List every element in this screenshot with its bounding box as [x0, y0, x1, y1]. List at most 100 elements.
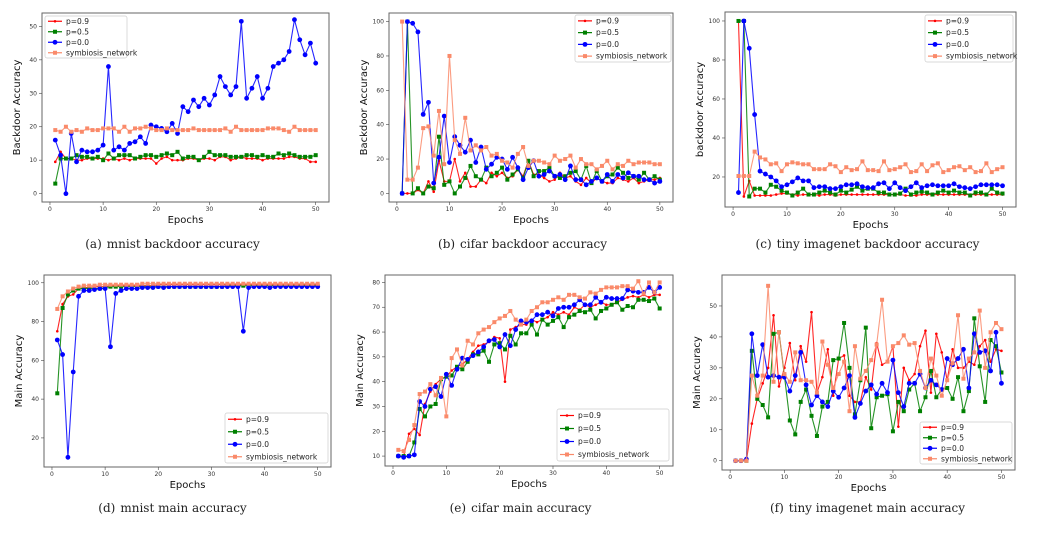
data-point [262, 281, 267, 286]
data-point [92, 283, 97, 288]
data-point [473, 160, 479, 165]
data-point [161, 281, 166, 286]
data-point [914, 169, 919, 174]
series-symbiosis-network [733, 283, 1004, 463]
series-p-0-0 [736, 18, 1005, 195]
data-point [598, 299, 604, 305]
data-point [604, 285, 609, 290]
data-point [145, 285, 151, 291]
data-point [594, 175, 600, 181]
data-point [657, 178, 663, 184]
data-point [857, 401, 863, 406]
data-point [790, 160, 795, 165]
data-point [616, 176, 620, 180]
data-point [988, 330, 993, 335]
caption-label: (b) [438, 237, 456, 251]
data-point [978, 190, 983, 195]
data-point [604, 306, 609, 311]
data-point [562, 310, 565, 314]
data-point [774, 193, 778, 196]
data-point [750, 422, 754, 425]
data-point [431, 153, 436, 158]
data-point [641, 177, 647, 183]
data-point [736, 190, 741, 195]
data-point [593, 291, 598, 296]
chart-f: 0 10 20 30 40 50 0 10 20 30 40 50 Epochs Main Accurac… [692, 274, 1016, 494]
x-axis-label: Epochs [511, 479, 547, 490]
data-point [838, 188, 843, 193]
legend-label: symbiosis_network [578, 450, 650, 459]
legend-entry: p=0.5 [48, 27, 89, 36]
data-point [127, 129, 132, 134]
x-tick-label: 0 [728, 474, 732, 481]
data-point [428, 382, 433, 387]
x-tick-label: 10 [101, 471, 109, 478]
x-tick-label: 10 [783, 211, 791, 218]
data-point [647, 280, 651, 285]
data-point [984, 161, 989, 166]
data-point [228, 154, 233, 159]
data-point [962, 168, 967, 173]
data-point [87, 283, 92, 288]
data-point [809, 379, 814, 384]
data-point [307, 40, 313, 46]
legend-entry: p=0.5 [560, 424, 601, 433]
data-point [795, 175, 801, 181]
data-point [121, 147, 127, 153]
data-point [584, 176, 588, 180]
data-point [223, 153, 228, 158]
data-point [133, 126, 138, 131]
data-point [170, 128, 175, 133]
legend-entry: p=0.5 [928, 28, 969, 37]
data-point [175, 128, 180, 133]
data-point [641, 291, 646, 296]
data-point [241, 281, 246, 286]
data-point [518, 318, 524, 324]
data-point [239, 128, 244, 133]
data-point [903, 162, 908, 167]
data-point [287, 151, 292, 156]
data-point [106, 64, 111, 69]
data-point [444, 374, 449, 379]
data-point [957, 190, 962, 195]
data-point [95, 154, 100, 159]
data-point [973, 170, 978, 175]
x-tick-label: 40 [603, 470, 611, 477]
y-axis-label: Main Accuracy [14, 335, 25, 408]
data-point [220, 281, 225, 286]
y-tick-label: 0 [380, 190, 384, 197]
data-point [401, 454, 407, 460]
data-point [439, 375, 443, 380]
data-point [420, 111, 426, 117]
data-point [447, 179, 452, 184]
data-point [599, 308, 603, 313]
data-point [415, 186, 420, 191]
data-point [498, 336, 501, 340]
data-point [779, 169, 784, 174]
data-point [230, 281, 235, 286]
data-point [401, 449, 406, 454]
legend-entry: symbiosis_network [560, 450, 650, 459]
data-point [481, 344, 487, 350]
legend-box [574, 14, 672, 63]
data-point [123, 286, 129, 291]
y-tick-label: 20 [709, 396, 717, 403]
data-point [551, 310, 555, 314]
data-point [983, 182, 989, 188]
data-point [653, 178, 656, 181]
y-tick-label: 60 [372, 329, 380, 336]
legend-label: symbiosis_network [246, 452, 318, 461]
data-point [143, 124, 148, 129]
data-point [946, 190, 951, 195]
data-point [841, 385, 847, 391]
legend-marker [933, 54, 937, 59]
x-axis-label: Epochs [853, 220, 889, 231]
data-point [758, 194, 762, 197]
data-point [156, 281, 161, 286]
data-point [956, 375, 961, 380]
data-point [222, 84, 228, 89]
legend-label: p=0.9 [946, 16, 969, 25]
data-point [929, 391, 933, 394]
y-tick-label: 60 [31, 357, 39, 364]
data-point [60, 294, 65, 299]
